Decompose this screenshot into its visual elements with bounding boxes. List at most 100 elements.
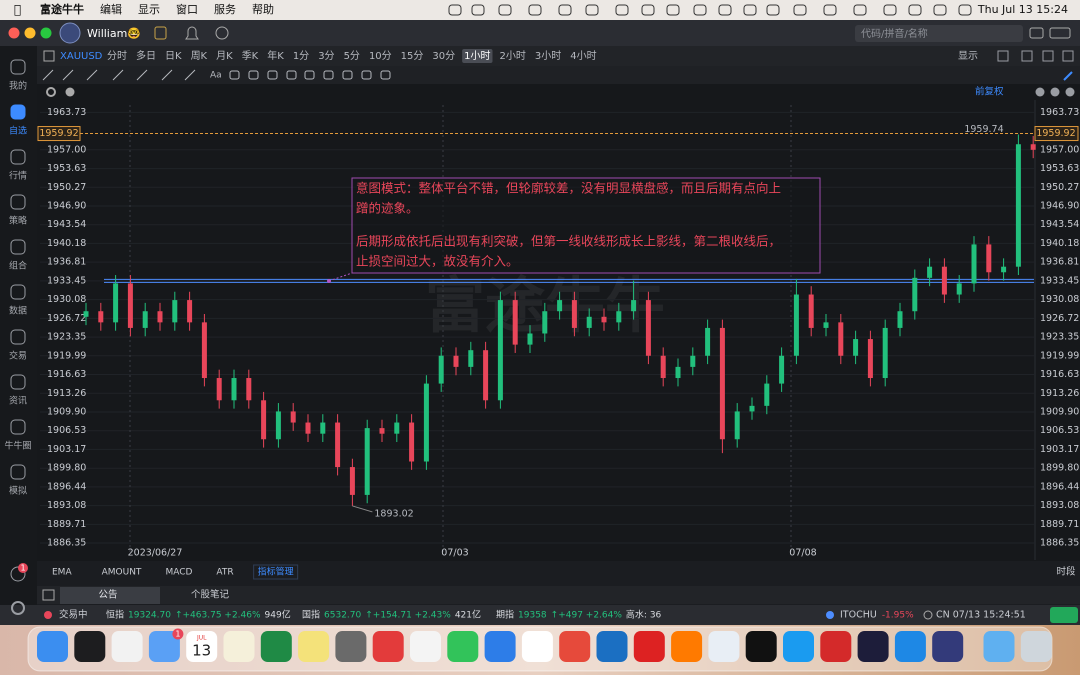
status-icon[interactable]	[498, 4, 512, 16]
dock-app-icon[interactable]	[820, 631, 852, 662]
drawing-tool[interactable]	[286, 70, 297, 80]
settings-icon[interactable]	[11, 601, 25, 615]
settings-icon[interactable]	[46, 87, 56, 97]
dock-app-icon[interactable]	[186, 631, 218, 662]
period-tab[interactable]: 10分	[369, 50, 392, 62]
index-change[interactable]: ↑+154.71 +2.43%	[365, 611, 451, 621]
drawing-tool[interactable]	[112, 69, 124, 81]
dock-app-icon[interactable]	[447, 631, 479, 662]
index-value[interactable]: 19358	[518, 611, 547, 621]
status-icon[interactable]	[743, 4, 757, 16]
period-tab[interactable]: 4小时	[570, 50, 596, 62]
status-icon[interactable]	[766, 4, 780, 16]
session-button[interactable]: 时段	[1056, 566, 1076, 578]
panel-toggle[interactable]	[43, 50, 55, 62]
dock-app-icon[interactable]	[484, 631, 516, 662]
drawing-tool[interactable]	[62, 69, 74, 81]
sidebar-label[interactable]: 行情	[9, 170, 27, 182]
drawing-tool[interactable]	[229, 70, 240, 80]
index-change[interactable]: ↑+463.75 +2.46%	[175, 611, 261, 621]
sidebar-icon[interactable]	[10, 239, 26, 255]
status-icon[interactable]	[908, 4, 922, 16]
dock-app-icon[interactable]	[372, 631, 404, 662]
adjust-menu[interactable]: 前复权	[975, 86, 1004, 98]
lock-icon[interactable]	[154, 26, 167, 40]
sidebar-label[interactable]: 交易	[9, 350, 27, 362]
menu-item[interactable]: 编辑	[100, 2, 122, 16]
dock-app-icon[interactable]	[671, 631, 703, 662]
status-icon[interactable]	[558, 4, 572, 16]
status-icon[interactable]	[883, 4, 897, 16]
period-tab[interactable]: 周K	[191, 50, 208, 62]
dock-app-icon[interactable]	[521, 631, 553, 662]
chat-button[interactable]	[1050, 607, 1078, 623]
status-icon[interactable]	[641, 4, 655, 16]
sidebar-icon[interactable]	[10, 104, 26, 120]
dock-app-icon[interactable]	[932, 631, 964, 662]
sidebar-icon[interactable]	[10, 329, 26, 345]
index-name[interactable]: 期指	[496, 609, 514, 621]
sidebar-label[interactable]: 数据	[9, 305, 27, 317]
status-icon[interactable]	[853, 4, 867, 16]
period-tab[interactable]: 季K	[242, 50, 259, 62]
panel-toggle[interactable]	[42, 589, 55, 601]
drawing-tool[interactable]	[86, 69, 98, 81]
status-icon[interactable]	[528, 4, 542, 16]
dock-app-icon[interactable]	[410, 631, 441, 662]
status-icon[interactable]	[933, 4, 947, 16]
stock-name[interactable]: ITOCHU	[840, 610, 877, 621]
index-name[interactable]: 国指	[302, 609, 320, 621]
layout-button[interactable]	[1049, 27, 1071, 39]
symbol[interactable]: XAUUSD	[60, 51, 103, 62]
toolbar-icon[interactable]	[1042, 50, 1054, 62]
sidebar-icon[interactable]	[10, 464, 26, 480]
status-icon[interactable]	[448, 4, 462, 16]
dock-app-icon[interactable]	[335, 631, 367, 662]
status-icon[interactable]	[585, 4, 599, 16]
dock-app-icon[interactable]	[745, 631, 777, 662]
search-box[interactable]	[855, 25, 1023, 42]
dock-app-icon[interactable]	[708, 631, 740, 662]
stock-change[interactable]: -1.95%	[882, 611, 914, 621]
dock-app-icon[interactable]	[1020, 631, 1052, 662]
tab[interactable]: 公告	[98, 589, 117, 601]
index-value[interactable]: 6532.70	[324, 611, 361, 621]
sidebar-icon[interactable]	[10, 374, 26, 390]
sidebar-icon[interactable]	[10, 419, 26, 435]
period-tab[interactable]: 多日	[136, 49, 156, 62]
period-tab[interactable]: 1小时	[464, 50, 490, 62]
status-icon[interactable]	[823, 4, 837, 16]
avatar[interactable]	[59, 22, 81, 44]
zoom-button[interactable]	[40, 27, 52, 39]
indicator-tab[interactable]: MACD	[165, 568, 192, 578]
menu-item[interactable]: 富途牛牛	[40, 2, 84, 16]
drawing-tool[interactable]	[161, 69, 173, 81]
dock-app-icon[interactable]	[983, 631, 1015, 662]
sidebar-icon[interactable]	[10, 194, 26, 210]
toolbar-icon[interactable]	[1062, 50, 1074, 62]
minimize-button[interactable]	[24, 27, 36, 39]
sidebar-label[interactable]: 牛牛圈	[4, 440, 31, 452]
drawing-tool[interactable]	[304, 70, 315, 80]
chart-control[interactable]	[1050, 87, 1060, 97]
index-extra[interactable]: 949亿	[265, 609, 291, 621]
index-value[interactable]: 19324.70	[128, 611, 171, 621]
drawing-tool[interactable]	[342, 70, 353, 80]
sidebar-icon[interactable]	[10, 149, 26, 165]
dock-app-icon[interactable]	[260, 631, 292, 662]
period-tab[interactable]: 3分	[318, 50, 334, 62]
drawing-tool[interactable]	[361, 70, 372, 80]
dock-app-icon[interactable]	[111, 631, 143, 662]
pin-icon[interactable]	[1063, 71, 1073, 81]
index-change[interactable]: ↑+497 +2.64%	[551, 611, 623, 621]
index-extra[interactable]: 高水: 36	[626, 609, 662, 621]
status-icon[interactable]	[793, 4, 807, 16]
sidebar-label[interactable]: 自选	[9, 125, 27, 137]
dock-app-icon[interactable]	[148, 631, 180, 662]
period-tab[interactable]: 15分	[401, 50, 424, 62]
drawing-tool[interactable]	[267, 70, 278, 80]
drawing-tool[interactable]	[136, 69, 148, 81]
user-name[interactable]: William🤓	[87, 27, 141, 40]
sidebar-label[interactable]: 策略	[9, 215, 27, 227]
display-menu[interactable]: 显示	[958, 50, 978, 62]
